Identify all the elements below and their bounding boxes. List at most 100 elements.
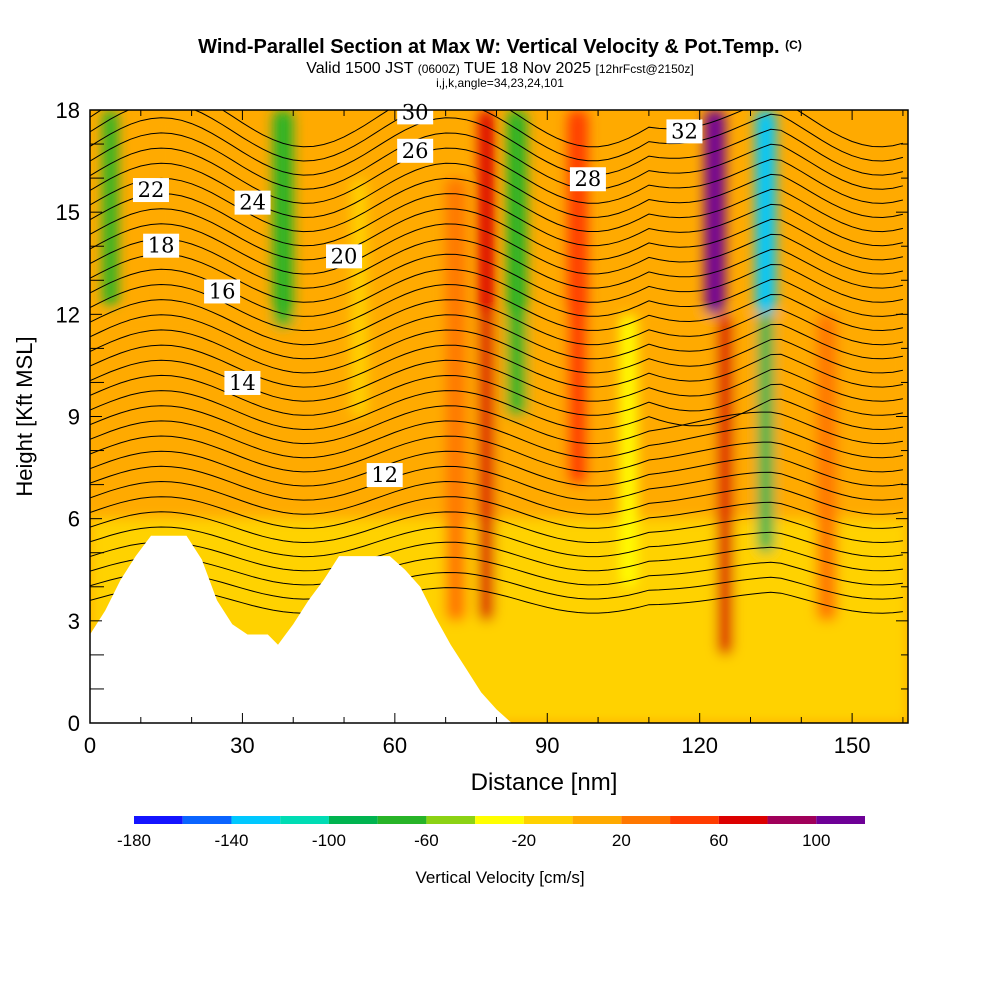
contour-label-text: 22	[138, 178, 165, 202]
colorbar-swatch	[670, 816, 719, 824]
terrain	[90, 535, 512, 723]
y-tick-label: 18	[56, 98, 80, 123]
theta-isoline	[90, 541, 903, 572]
contour-label: 20	[326, 244, 363, 269]
axes: 0 30 60 90 120 150 0 3 6 9 12 15 18	[56, 98, 908, 758]
theta-contours	[90, 110, 904, 614]
contour-label: 30	[397, 100, 434, 125]
theta-isoline	[90, 450, 903, 487]
theta-isoline	[90, 435, 903, 473]
colorbar-swatch	[134, 816, 183, 824]
contour-label: 26	[397, 138, 434, 163]
colorbar-swatch	[816, 816, 865, 824]
y-tick-label: 15	[56, 200, 80, 225]
contour-label-text: 16	[209, 279, 236, 303]
theta-isoline	[90, 208, 904, 261]
x-tick-label: 0	[84, 733, 96, 758]
contour-label: 32	[666, 119, 703, 144]
x-tick-label: 120	[681, 733, 718, 758]
index-line: i,j,k,angle=34,23,24,101	[436, 76, 564, 90]
theta-isoline	[90, 571, 903, 600]
colorbar-tick-label: -180	[117, 831, 151, 850]
contour-label-text: 20	[331, 244, 358, 268]
w-column	[272, 110, 294, 328]
w-column	[506, 110, 527, 417]
colorbar-tick-label: -140	[214, 831, 248, 850]
y-tick-label: 12	[56, 302, 80, 327]
theta-isoline	[90, 556, 903, 586]
contour-label-text: 26	[402, 139, 429, 163]
colorbar-tick-label: -60	[414, 831, 439, 850]
y-axis-label: Height [Kft MSL]	[12, 336, 37, 496]
w-column	[351, 178, 367, 417]
colorbar-swatch	[767, 816, 817, 824]
theta-isoline	[90, 223, 904, 275]
x-tick-label: 30	[230, 733, 254, 758]
contour-label-text: 32	[671, 119, 698, 143]
theta-isoline	[90, 110, 904, 162]
w-column	[755, 110, 776, 315]
contour-label-text: 28	[575, 167, 602, 191]
x-tick-label: 150	[834, 733, 871, 758]
theta-isoline	[90, 314, 903, 360]
y-tick-label: 3	[68, 609, 80, 634]
contour-label: 12	[366, 463, 403, 488]
contour-label: 28	[569, 167, 606, 192]
colorbar-label: Vertical Velocity [cm/s]	[415, 868, 585, 887]
w-column	[567, 110, 588, 485]
forecast-run: [12hrFcst@2150z]	[595, 62, 694, 76]
title-flag: (C)	[785, 38, 802, 52]
utc-time: (0600Z)	[417, 62, 460, 76]
colorbar-tick-label: 20	[612, 831, 631, 850]
x-axis-label: Distance [nm]	[471, 769, 618, 796]
theta-isoline	[90, 162, 904, 219]
w-column	[717, 314, 733, 655]
chart-title: Wind-Parallel Section at Max W: Vertical…	[198, 36, 802, 58]
colorbar: -180 -140 -100 -60 -20 20 60 100	[117, 816, 865, 850]
colorbar-swatch	[182, 816, 232, 824]
contour-labels: 12 14 16 18 20 22 24 26 28 30 32	[132, 100, 703, 488]
colorbar-tick-label: -20	[512, 831, 537, 850]
theta-isoline	[90, 299, 903, 346]
theta-isoline	[90, 420, 903, 459]
contour-label: 16	[204, 279, 241, 304]
theta-isoline	[90, 253, 903, 303]
theta-isoline	[90, 329, 903, 374]
theta-isoline	[90, 110, 904, 148]
chart-subtitle: Valid 1500 JST (0600Z) TUE 18 Nov 2025 […	[306, 60, 694, 77]
contour-label-text: 30	[402, 100, 429, 124]
theta-isoline	[90, 587, 903, 614]
colorbar-swatch	[621, 816, 671, 824]
colorbar-tick-label: 100	[802, 831, 830, 850]
theta-isoline	[90, 283, 903, 332]
theta-isoline	[90, 177, 904, 233]
y-tick-label: 6	[68, 507, 80, 532]
colorbar-swatch	[475, 816, 524, 824]
contour-label-text: 14	[229, 371, 256, 395]
contour-label: 18	[143, 233, 180, 258]
colorbar-swatch	[523, 816, 573, 824]
theta-isoline	[90, 405, 903, 445]
theta-isoline	[90, 465, 903, 501]
colorbar-swatch	[231, 816, 281, 824]
colorbar-tick-label: -100	[312, 831, 346, 850]
contour-label-text: 18	[148, 234, 175, 258]
w-column	[478, 110, 494, 621]
contour-label: 24	[234, 190, 271, 215]
contour-label-text: 12	[371, 463, 398, 487]
theta-isoline	[90, 147, 904, 204]
contour-label-text: 24	[239, 191, 266, 215]
contour-label: 14	[224, 370, 261, 395]
theta-isoline	[90, 526, 903, 558]
colorbar-swatch	[718, 816, 768, 824]
w-column	[445, 178, 466, 621]
y-tick-label: 0	[68, 711, 80, 736]
x-tick-label: 60	[383, 733, 407, 758]
colorbar-swatch	[377, 816, 427, 824]
colorbar-swatch	[328, 816, 378, 824]
theta-isoline	[90, 344, 903, 388]
colorbar-swatch	[572, 816, 622, 824]
w-column	[163, 110, 179, 315]
contour-label: 22	[132, 178, 169, 203]
y-tick-label: 9	[68, 405, 80, 430]
